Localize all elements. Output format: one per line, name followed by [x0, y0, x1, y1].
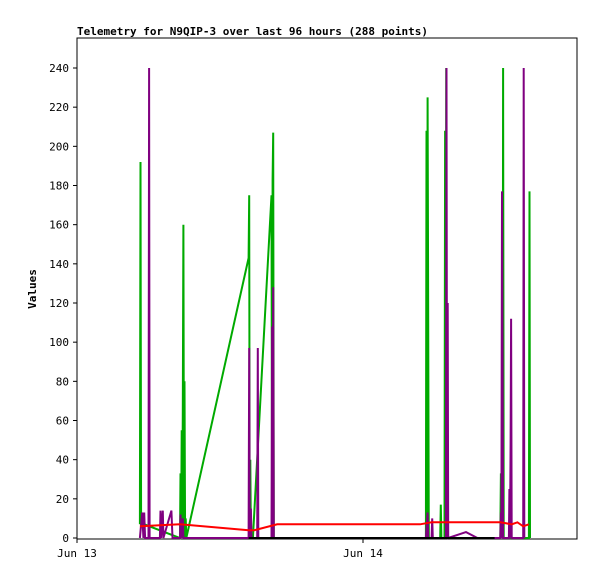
series-line-0: [138, 67, 531, 540]
x-axis: Jun 13 Jun 14: [57, 539, 383, 560]
y-tick-label: 140: [49, 258, 69, 271]
series-line-2: [139, 521, 530, 532]
x-tick-label: Jun 13: [57, 547, 97, 560]
series-line-1: [138, 67, 526, 540]
y-tick-label: 40: [56, 454, 69, 467]
y-tick-label: 100: [49, 336, 69, 349]
y-tick-label: 160: [49, 219, 69, 232]
y-axis-label: Values: [26, 269, 39, 309]
y-tick-label: 120: [49, 297, 69, 310]
y-tick-label: 200: [49, 140, 69, 153]
y-tick-label: 180: [49, 180, 69, 193]
y-axis: 0 20 40 60 80 100 120 140 160 180 200 220 240: [49, 62, 77, 545]
x-tick-label: Jun 14: [343, 547, 383, 560]
series-layer: [138, 67, 531, 540]
y-tick-label: 220: [49, 101, 69, 114]
y-tick-label: 0: [62, 532, 69, 545]
y-tick-label: 60: [56, 415, 69, 428]
y-tick-label: 20: [56, 493, 69, 506]
chart-title: Telemetry for N9QIP-3 over last 96 hours…: [77, 25, 428, 38]
y-tick-label: 240: [49, 62, 69, 75]
y-tick-label: 80: [56, 375, 69, 388]
